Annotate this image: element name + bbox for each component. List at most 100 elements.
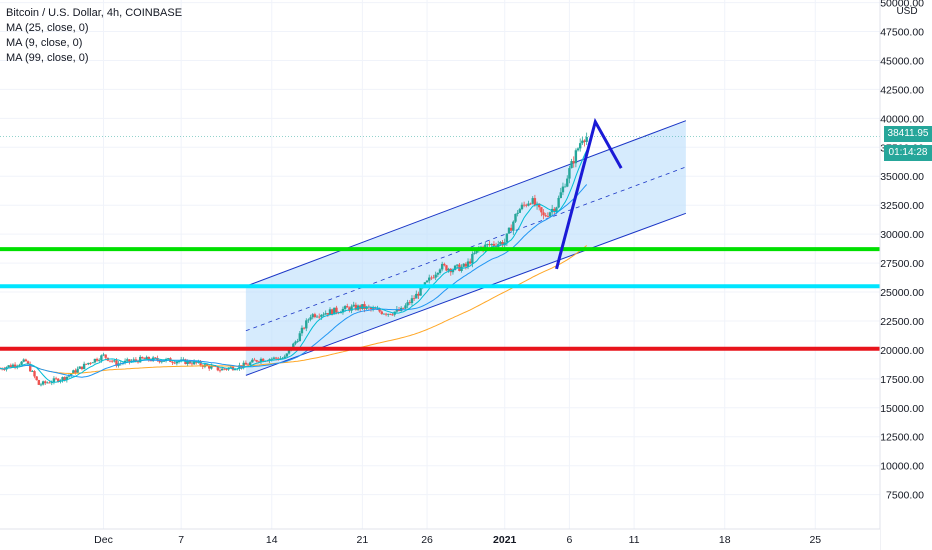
moving-average-line[interactable]: [0, 184, 588, 378]
candle: [39, 384, 43, 386]
price-tick-label: 22500.00: [880, 316, 924, 328]
candle: [72, 370, 75, 374]
candle: [11, 364, 15, 367]
candle: [113, 360, 116, 362]
price-tick-label: 47500.00: [880, 27, 924, 39]
candle: [134, 359, 138, 361]
price-tick-label: 27500.00: [880, 258, 924, 270]
candle: [26, 361, 30, 364]
candle: [50, 382, 53, 384]
candle: [272, 357, 276, 359]
candle: [363, 304, 366, 309]
candle: [384, 313, 388, 315]
price-tick-label: 32500.00: [880, 200, 924, 212]
candle: [190, 363, 194, 365]
candle: [285, 353, 289, 357]
candle: [244, 362, 248, 365]
indicator-ma99[interactable]: MA (99, close, 0): [6, 52, 89, 64]
channel-upper-line[interactable]: [245, 120, 687, 287]
price-tick-label: 35000.00: [880, 171, 924, 183]
candle: [7, 365, 10, 368]
time-tick-label: 2021: [493, 534, 517, 546]
candle: [300, 327, 304, 334]
candle: [253, 359, 256, 361]
candle: [529, 203, 532, 205]
candle: [65, 376, 69, 381]
price-tick-label: 7500.00: [886, 490, 924, 502]
currency-unit-label[interactable]: USD: [896, 6, 918, 17]
candle: [361, 304, 364, 309]
candle: [456, 264, 459, 266]
candle: [177, 361, 181, 363]
candle: [330, 309, 334, 315]
candle: [115, 360, 118, 366]
candle: [395, 309, 399, 312]
candle: [192, 361, 196, 365]
candle: [512, 221, 515, 231]
candle: [324, 313, 327, 315]
candle: [378, 309, 381, 312]
candle: [490, 244, 493, 246]
candle: [287, 350, 291, 354]
time-tick-label: 21: [357, 534, 369, 546]
candle: [18, 364, 21, 366]
candle: [346, 306, 349, 308]
candle: [69, 373, 73, 376]
candle: [154, 357, 157, 359]
candle: [93, 358, 97, 363]
price-tick-label: 25000.00: [880, 287, 924, 299]
candle: [468, 261, 472, 264]
price-tick-label: 50000.00: [880, 0, 924, 10]
candle: [402, 307, 405, 309]
candle: [443, 263, 446, 266]
moving-average-line[interactable]: [0, 245, 588, 375]
candle: [307, 319, 310, 321]
candle: [98, 360, 101, 362]
candle: [20, 361, 23, 365]
candle: [488, 244, 491, 246]
candle: [259, 358, 263, 362]
candle: [343, 306, 347, 309]
candle: [462, 263, 465, 267]
candle: [548, 212, 552, 217]
candle: [87, 362, 90, 365]
candle: [171, 361, 174, 363]
candle: [233, 369, 237, 371]
projection-path[interactable]: [555, 117, 623, 270]
candle: [89, 362, 92, 364]
candle: [572, 161, 575, 164]
candle: [35, 376, 38, 381]
candle: [63, 377, 66, 381]
time-axis-panel[interactable]: [0, 529, 880, 550]
candle: [78, 366, 82, 369]
candle: [313, 314, 317, 318]
candle: [505, 233, 509, 243]
candle: [574, 150, 578, 164]
candle: [501, 242, 504, 246]
indicator-ma25[interactable]: MA (25, close, 0): [6, 22, 89, 34]
candle: [326, 313, 330, 315]
candle: [46, 382, 49, 384]
candle: [102, 354, 105, 356]
candle: [382, 313, 386, 315]
candle: [108, 360, 112, 362]
candle: [33, 371, 36, 377]
candle: [16, 365, 19, 367]
candle: [350, 306, 353, 311]
candle: [24, 359, 28, 362]
candle: [423, 282, 427, 286]
candle: [160, 361, 163, 363]
price-axis-panel[interactable]: [880, 0, 932, 550]
candle: [298, 333, 302, 342]
candle: [274, 357, 278, 359]
time-tick-label: 11: [629, 534, 640, 546]
candle: [555, 207, 558, 212]
indicator-ma9[interactable]: MA (9, close, 0): [6, 37, 83, 49]
candle: [186, 360, 189, 365]
candle: [576, 148, 580, 151]
candle: [220, 368, 224, 371]
candle: [371, 308, 375, 310]
candle: [516, 212, 519, 214]
candle: [570, 161, 573, 169]
